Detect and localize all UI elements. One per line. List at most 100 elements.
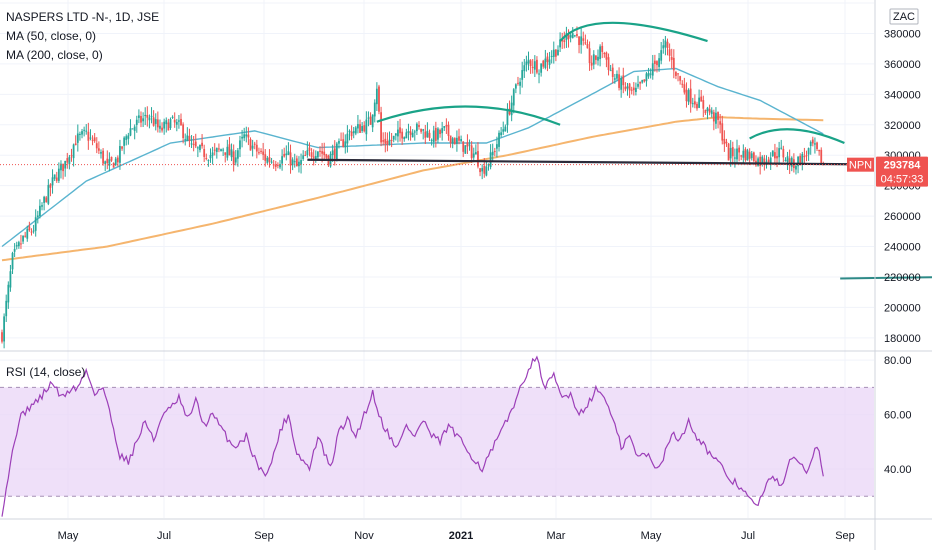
candle [62,163,64,180]
candle-body [477,151,479,167]
candle [380,106,382,147]
candle-body [260,150,262,152]
candle-body [445,125,448,127]
candle-body [502,129,505,132]
candle [289,144,292,174]
candle [7,281,10,309]
candle [721,115,724,145]
candle-body [127,135,130,139]
candle-body [180,118,182,126]
candle-body [750,153,753,159]
candle [477,142,479,169]
candle [11,251,14,275]
candle [159,119,161,133]
candle-body [523,65,526,72]
candle-body [169,119,172,128]
candle-body [439,129,441,135]
candle-body [205,157,208,159]
candle-body [449,135,452,143]
ma-slow-line [1,116,824,262]
candle [449,135,452,148]
candle-body [611,67,614,77]
candle [188,128,191,148]
time-tick-label: Jul [157,530,171,542]
candle-body [306,150,309,155]
candle-body [717,112,719,120]
candle [340,132,342,141]
candle-body [405,132,408,139]
candle [182,122,185,144]
candle-body [706,107,709,112]
candle-body [816,142,818,150]
candle [704,109,707,115]
candle-body [317,151,319,158]
candle [399,119,401,142]
candle-body [401,131,404,139]
time-tick-label: Jul [741,530,755,542]
price-tick-label: 340000 [884,89,921,101]
candle-body [733,157,736,159]
candle [611,63,614,84]
candle-body [451,138,454,144]
candle-body [108,159,111,166]
candle-body [156,119,159,128]
candle-body [512,89,515,106]
rsi-tick-label: 40.00 [884,464,912,476]
candle [715,107,717,129]
candle [70,148,73,162]
ma-fast-line [1,67,824,248]
candle-body [222,149,225,151]
candle-body [519,81,521,86]
candle [365,111,368,141]
candle-body [757,158,759,166]
candle-body [415,123,418,132]
candle-body [304,154,307,156]
time-tick-label: Sep [835,530,855,542]
candle [167,118,170,131]
candle-body [597,56,599,61]
candle-body [367,117,370,119]
candle-body [384,138,387,144]
candle-body [323,151,326,156]
candle [83,126,86,137]
candle-body [422,129,425,131]
rsi-band-fill [0,387,874,497]
candle [53,174,56,181]
candle-body [788,158,791,166]
candle [361,122,364,133]
candle-body [567,33,570,39]
candle [584,34,587,45]
candle-body [681,83,684,85]
candle [641,79,644,84]
candle-body [687,90,690,102]
candle-body [531,66,534,68]
candle-body [563,40,566,43]
candle-body [245,134,248,137]
candle-body [434,127,437,141]
candle-body [557,49,559,56]
candle-body [662,45,665,49]
rsi-tick-label: 60.00 [884,410,912,422]
candle [418,121,420,130]
candle-body [100,152,102,154]
candle [161,122,163,133]
candle [386,132,389,152]
candle [230,143,233,162]
candle-body [148,117,151,121]
candle-body [150,115,153,117]
candle [666,38,669,56]
candle-body [797,156,799,167]
candle [283,147,286,158]
candle-body [626,86,629,89]
candle [816,141,818,152]
candle-body [51,177,54,186]
candle-body [114,158,117,165]
candle-body [603,53,606,55]
candle-body [190,143,193,145]
candle-body [249,139,252,151]
candle [744,147,747,162]
candle-body [234,157,237,163]
candle-body [759,156,762,166]
